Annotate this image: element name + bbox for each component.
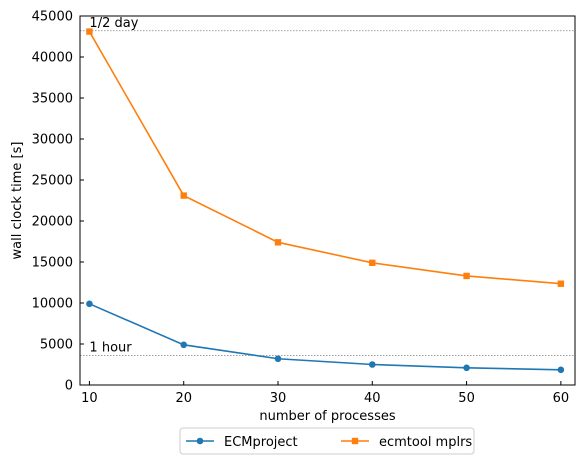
legend-entry: ECMproject bbox=[186, 435, 298, 450]
legend-label: ecmtool mplrs bbox=[379, 435, 472, 450]
y-tick-label: 20000 bbox=[32, 215, 73, 230]
y-tick-label: 45000 bbox=[32, 10, 73, 25]
data-point bbox=[180, 192, 187, 199]
data-point bbox=[86, 28, 93, 35]
legend-entry: ecmtool mplrs bbox=[341, 435, 472, 450]
data-point bbox=[368, 361, 376, 368]
x-tick-label: 30 bbox=[270, 391, 287, 406]
y-axis-ticks: 0 5000 10000 15000 20000 25000 30000 35000 40000… bbox=[32, 10, 84, 394]
y-axis-label: wall clock time [s] bbox=[10, 142, 25, 260]
plot-frame bbox=[79, 15, 576, 386]
data-point bbox=[557, 366, 565, 374]
data-point bbox=[463, 272, 470, 280]
legend: ECMproject ecmtool mplrs bbox=[179, 427, 475, 455]
x-tick-label: 10 bbox=[81, 391, 98, 406]
y-tick-label: 5000 bbox=[40, 338, 73, 353]
data-point bbox=[557, 280, 565, 287]
data-point bbox=[274, 355, 282, 363]
y-tick-label: 10000 bbox=[32, 297, 73, 312]
data-point bbox=[86, 300, 93, 308]
reference-lines: 1/2 day 1 hour bbox=[80, 16, 575, 356]
reference-line-label: 1 hour bbox=[89, 340, 132, 355]
series-line bbox=[89, 303, 561, 371]
x-axis-ticks: 10 20 30 40 50 60 bbox=[81, 381, 569, 406]
x-axis-label: number of processes bbox=[259, 409, 395, 424]
y-tick-label: 30000 bbox=[32, 133, 73, 148]
reference-line-label: 1/2 day bbox=[89, 16, 138, 31]
data-point bbox=[180, 341, 188, 349]
series-line bbox=[88, 31, 561, 285]
legend-label: ECMproject bbox=[224, 435, 298, 450]
x-tick-label: 60 bbox=[553, 391, 570, 406]
series-layer bbox=[86, 28, 565, 374]
data-point bbox=[463, 364, 470, 372]
legend-frame bbox=[179, 427, 475, 455]
x-tick-label: 20 bbox=[175, 391, 192, 406]
data-point bbox=[274, 239, 282, 246]
y-tick-label: 35000 bbox=[32, 92, 73, 107]
legend-marker bbox=[351, 437, 359, 445]
x-tick-label: 40 bbox=[364, 391, 381, 406]
y-tick-label: 15000 bbox=[32, 256, 73, 271]
data-point bbox=[369, 259, 376, 267]
y-tick-label: 40000 bbox=[32, 51, 73, 66]
x-tick-label: 50 bbox=[458, 391, 475, 406]
y-tick-label: 0 bbox=[65, 379, 73, 394]
legend-marker bbox=[196, 437, 204, 445]
series-1 bbox=[86, 28, 565, 287]
series-0 bbox=[86, 300, 565, 374]
y-tick-label: 25000 bbox=[32, 174, 73, 189]
